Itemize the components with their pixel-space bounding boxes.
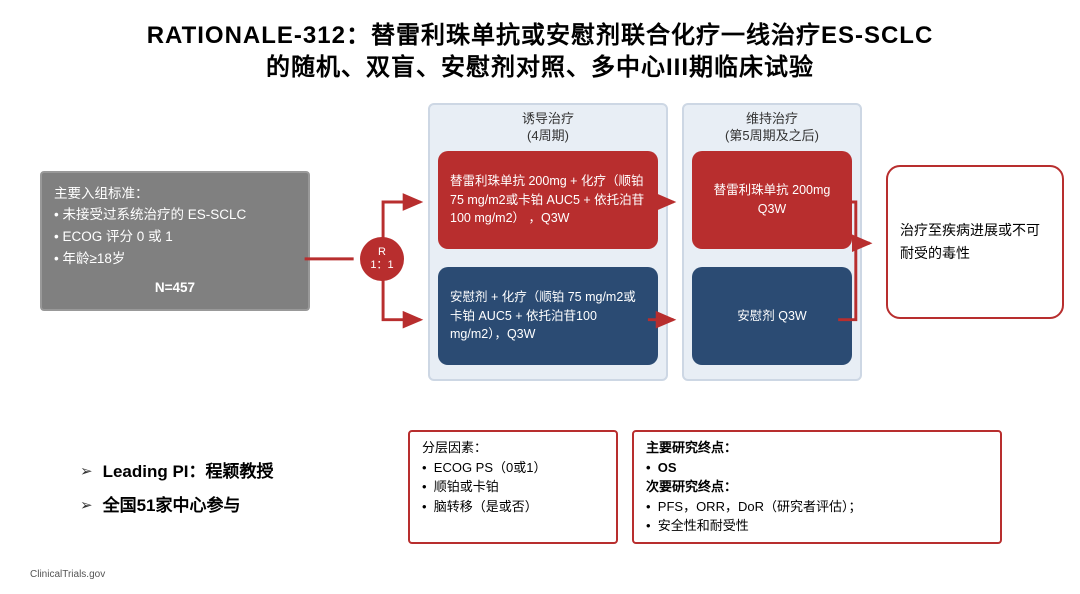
sites-row: ➢ 全国51家中心参与 <box>80 489 274 523</box>
title-line1: RATIONALE-312：替雷利珠单抗或安慰剂联合化疗一线治疗ES-SCLC <box>147 22 934 49</box>
maintenance-arm-bottom: 安慰剂 Q3W <box>692 267 852 365</box>
page-title: RATIONALE-312：替雷利珠单抗或安慰剂联合化疗一线治疗ES-SCLC … <box>50 20 1030 85</box>
secondary-endpoint-item: • PFS，ORR，DoR（研究者评估）； <box>646 497 988 517</box>
chevron-icon: ➢ <box>80 491 93 521</box>
secondary-endpoint-item: • 安全性和耐受性 <box>646 516 988 536</box>
randomization-node: R 1：1 <box>360 237 404 281</box>
criteria-heading: 主要入组标准： <box>54 183 296 205</box>
info-row: 分层因素： • ECOG PS（0或1） • 顺铂或卡铂 • 脑转移（是或否） … <box>408 430 1002 544</box>
induction-arm-top: 替雷利珠单抗 200mg + 化疗（顺铂 75 mg/m2或卡铂 AUC5 + … <box>438 151 658 249</box>
footnote: ClinicalTrials.gov <box>30 569 105 580</box>
trial-diagram: 主要入组标准： • 未接受过系统治疗的 ES-SCLC • ECOG 评分 0 … <box>30 103 1050 403</box>
primary-endpoint-item: • OS <box>646 458 988 478</box>
strat-heading: 分层因素： <box>422 438 604 458</box>
induction-panel: 诱导治疗 (4周期) 替雷利珠单抗 200mg + 化疗（顺铂 75 mg/m2… <box>428 103 668 381</box>
maintenance-header: 维持治疗 (第5周期及之后) <box>692 111 852 145</box>
criteria-item: • 未接受过系统治疗的 ES-SCLC <box>54 204 296 226</box>
induction-arm-bottom: 安慰剂 + 化疗（顺铂 75 mg/m2或卡铂 AUC5 + 依托泊苷100 m… <box>438 267 658 365</box>
treatment-outcome-box: 治疗至疾病进展或不可耐受的毒性 <box>886 165 1064 319</box>
strat-item: • 脑转移（是或否） <box>422 497 604 517</box>
eligibility-criteria-box: 主要入组标准： • 未接受过系统治疗的 ES-SCLC • ECOG 评分 0 … <box>40 171 310 311</box>
induction-header: 诱导治疗 (4周期) <box>438 111 658 145</box>
pi-row: ➢ Leading PI：程颖教授 <box>80 455 274 489</box>
sites-text: 全国51家中心参与 <box>103 489 241 523</box>
strat-item: • ECOG PS（0或1） <box>422 458 604 478</box>
stratification-box: 分层因素： • ECOG PS（0或1） • 顺铂或卡铂 • 脑转移（是或否） <box>408 430 618 544</box>
footer-bullets: ➢ Leading PI：程颖教授 ➢ 全国51家中心参与 <box>80 455 274 523</box>
maintenance-arm-top: 替雷利珠单抗 200mg Q3W <box>692 151 852 249</box>
pi-label: Leading PI： <box>103 462 206 481</box>
chevron-icon: ➢ <box>80 457 93 487</box>
pi-value: 程颖教授 <box>206 462 274 481</box>
secondary-endpoint-heading: 次要研究终点： <box>646 477 988 497</box>
endpoints-box: 主要研究终点： • OS 次要研究终点： • PFS，ORR，DoR（研究者评估… <box>632 430 1002 544</box>
title-line2: 的随机、双盲、安慰剂对照、多中心III期临床试验 <box>266 54 814 81</box>
primary-endpoint-heading: 主要研究终点： <box>646 438 988 458</box>
maintenance-panel: 维持治疗 (第5周期及之后) 替雷利珠单抗 200mg Q3W 安慰剂 Q3W <box>682 103 862 381</box>
criteria-item: • ECOG 评分 0 或 1 <box>54 226 296 248</box>
sample-size: N=457 <box>54 277 296 299</box>
criteria-item: • 年龄≥18岁 <box>54 248 296 270</box>
strat-item: • 顺铂或卡铂 <box>422 477 604 497</box>
